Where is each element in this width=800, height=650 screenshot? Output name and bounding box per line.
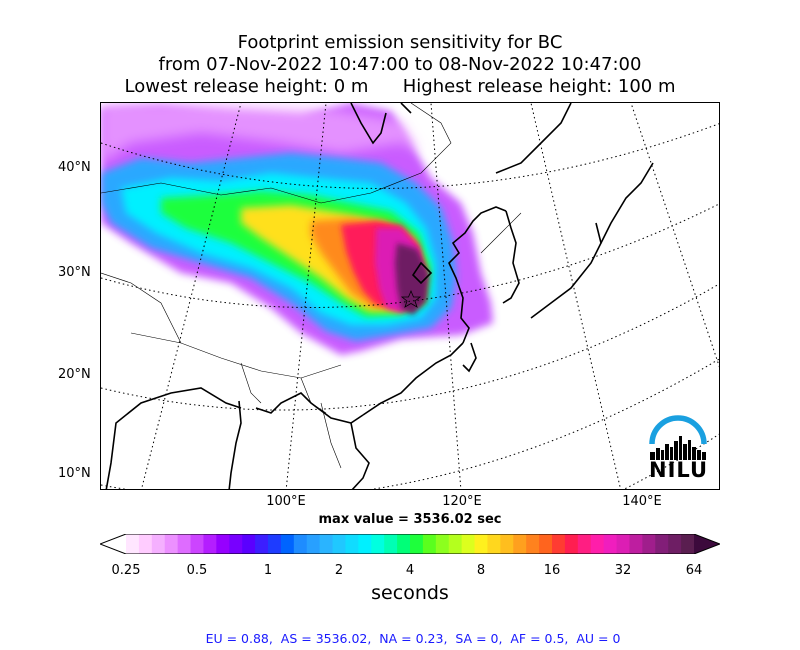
colorbar-swatch — [552, 534, 566, 554]
colorbar-swatch — [203, 534, 217, 554]
colorbar-swatch — [319, 534, 334, 554]
colorbar-swatch — [371, 534, 385, 554]
colorbar-swatch — [255, 534, 269, 554]
lon-label-120e: 120°E — [442, 494, 482, 509]
colorbar-swatch — [603, 534, 618, 554]
nilu-logo-text: NILU — [649, 458, 709, 482]
colorbar-extend-max — [694, 534, 720, 554]
colorbar-swatch — [332, 534, 346, 554]
graticule — [101, 103, 719, 489]
colorbar-swatch — [138, 534, 153, 554]
map-canvas — [101, 103, 719, 489]
colorbar-swatch — [268, 534, 282, 554]
region-stats-line: EU = 0.88, AS = 3536.02, NA = 0.23, SA =… — [205, 631, 621, 646]
plot-title-line-1: Footprint emission sensitivity for BC — [237, 32, 563, 53]
nilu-skyline-icon — [649, 415, 707, 460]
colorbar-swatch — [358, 534, 372, 554]
colorbar-swatch — [306, 534, 321, 554]
colorbar-swatch — [500, 534, 514, 554]
colorbar-tick-label: 64 — [685, 563, 703, 578]
plume-pale-edge — [101, 103, 421, 163]
colorbar-tick-label: 1 — [263, 563, 273, 578]
plot-title-line-3: Lowest release height: 0 m Highest relea… — [124, 76, 676, 97]
nilu-skyline-buildings — [650, 436, 706, 460]
colorbar-tick-label: 4 — [405, 563, 415, 578]
colorbar-swatch — [487, 534, 501, 554]
colorbar-swatch — [448, 534, 463, 554]
colorbar-swatch — [539, 534, 553, 554]
colorbar-tick-label: 0.5 — [186, 563, 208, 578]
release-site-star — [400, 289, 422, 308]
colorbar-swatch — [422, 534, 437, 554]
colorbar-svg — [98, 533, 722, 555]
colorbar-swatch — [242, 534, 256, 554]
colorbar-swatch — [513, 534, 527, 554]
footprint-map — [100, 102, 720, 490]
lat-label-30n: 30°N — [58, 265, 91, 280]
colorbar-swatch — [190, 534, 204, 554]
colorbar — [98, 533, 722, 555]
colorbar-swatch — [397, 534, 411, 554]
colorbar-swatch — [177, 534, 192, 554]
colorbar-tick-label: 8 — [476, 563, 486, 578]
max-value-label: max value = 3536.02 sec — [318, 512, 502, 527]
colorbar-units-label: seconds — [371, 582, 449, 604]
colorbar-swatch — [384, 534, 398, 554]
colorbar-swatch — [655, 534, 669, 554]
colorbar-tick-label: 16 — [543, 563, 561, 578]
colorbar-swatch — [629, 534, 643, 554]
lon-label-140e: 140°E — [622, 494, 662, 509]
colorbar-tick-label: 2 — [334, 563, 344, 578]
colorbar-swatch — [293, 534, 308, 554]
colorbar-swatch — [229, 534, 243, 554]
colorbar-swatch — [616, 534, 630, 554]
coastlines — [105, 103, 654, 489]
colorbar-tick-label: 32 — [614, 563, 632, 578]
colorbar-swatch — [526, 534, 540, 554]
plot-title-line-2: from 07-Nov-2022 10:47:00 to 08-Nov-2022… — [158, 54, 642, 75]
colorbar-swatch — [668, 534, 682, 554]
colorbar-swatch — [280, 534, 295, 554]
colorbar-swatch — [216, 534, 230, 554]
colorbar-swatch — [345, 534, 359, 554]
colorbar-swatch — [564, 534, 579, 554]
colorbar-swatch — [410, 534, 424, 554]
footprint-plume — [101, 103, 493, 355]
colorbar-swatch — [681, 534, 695, 554]
colorbar-swatch — [474, 534, 488, 554]
colorbar-swatch — [164, 534, 179, 554]
colorbar-swatch — [435, 534, 450, 554]
colorbar-swatch — [461, 534, 476, 554]
colorbar-swatch — [151, 534, 166, 554]
lat-label-10n: 10°N — [58, 466, 91, 481]
colorbar-tick-label: 0.25 — [111, 563, 141, 578]
colorbar-extend-min — [100, 534, 126, 554]
country-borders — [101, 103, 522, 469]
lat-label-20n: 20°N — [58, 367, 91, 382]
lon-label-100e: 100°E — [266, 494, 306, 509]
colorbar-swatch — [590, 534, 605, 554]
colorbar-swatch — [577, 534, 592, 554]
colorbar-swatch — [126, 534, 140, 554]
nilu-skyline-logo — [645, 414, 711, 484]
nilu-arc — [649, 415, 707, 445]
lat-label-40n: 40°N — [58, 160, 91, 175]
colorbar-swatch — [642, 534, 656, 554]
